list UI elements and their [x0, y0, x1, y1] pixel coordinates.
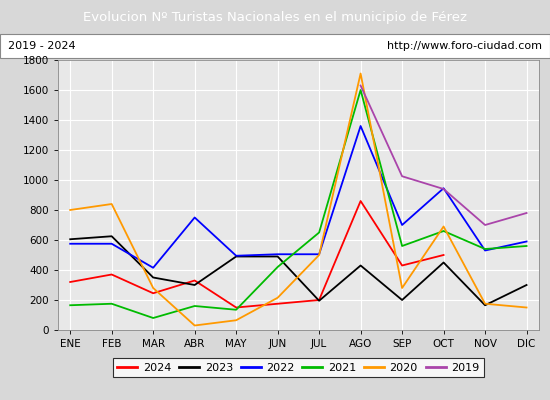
- Text: Evolucion Nº Turistas Nacionales en el municipio de Férez: Evolucion Nº Turistas Nacionales en el m…: [83, 10, 467, 24]
- Text: http://www.foro-ciudad.com: http://www.foro-ciudad.com: [387, 41, 542, 51]
- Legend: 2024, 2023, 2022, 2021, 2020, 2019: 2024, 2023, 2022, 2021, 2020, 2019: [113, 358, 484, 377]
- Text: 2019 - 2024: 2019 - 2024: [8, 41, 76, 51]
